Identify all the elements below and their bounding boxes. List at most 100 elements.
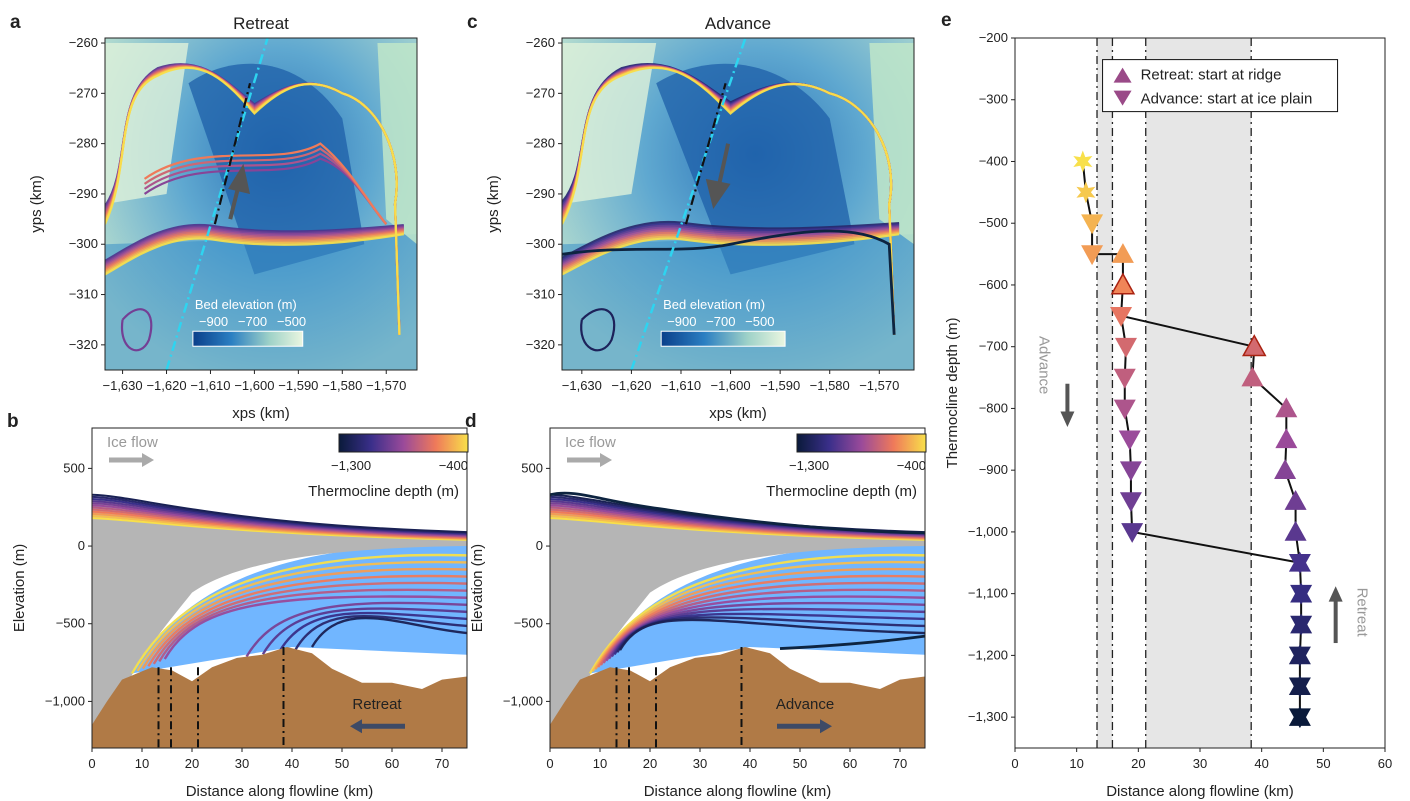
- advance-annotation: Advance: [1036, 336, 1053, 394]
- streamline: [618, 618, 926, 651]
- advance-point: [1110, 307, 1133, 327]
- streamline: [261, 607, 468, 655]
- advance-point: [1288, 646, 1311, 667]
- panel-d: 0 10 20 30 40 50 60 70 500 0 −500 −1,000 Distance al…: [465, 411, 927, 800]
- y-tick-label: −1,300: [968, 709, 1008, 724]
- x-tick-label: −1,630: [103, 378, 143, 393]
- x-tick-label: −1,580: [810, 378, 850, 393]
- bed-west-high: [562, 43, 657, 204]
- advance-point: [1121, 523, 1144, 543]
- x-tick-label: 70: [435, 756, 449, 771]
- x-axis-label: Distance along flowline (km): [644, 783, 832, 800]
- y-tick-label: −320: [69, 337, 98, 352]
- x-tick-label: 0: [1011, 756, 1018, 771]
- x-tick-label: −1,620: [146, 378, 186, 393]
- x-axis-label: Distance along flowline (km): [1106, 783, 1294, 800]
- y-tick-label: −310: [69, 287, 98, 302]
- advance-point: [1290, 615, 1313, 636]
- y-tick-label: −200: [979, 30, 1008, 45]
- y-tick-label: −320: [526, 337, 555, 352]
- ice-flow-label: Ice flow: [107, 434, 158, 451]
- flowline-trace: [165, 37, 269, 371]
- shaded-band: [1097, 38, 1113, 748]
- bed-south-basin: [105, 234, 417, 370]
- retreat-point: [1284, 490, 1307, 510]
- x-tick-label: 20: [185, 756, 199, 771]
- colorbar-tick-label: −1,300: [789, 458, 829, 473]
- panel-e: Retreat: start at ridge Advance: start at…: [941, 10, 1392, 800]
- advance-point: [1113, 368, 1136, 389]
- y-tick-label: −800: [979, 400, 1008, 415]
- bed-topography: [92, 647, 467, 748]
- arrow-head: [228, 163, 251, 194]
- y-tick-label: −280: [69, 136, 98, 151]
- direction-label: Retreat: [352, 696, 402, 713]
- panel-b: 0 10 20 30 40 50 60 70 500 0 −500 −1,000 Distance al…: [7, 411, 469, 800]
- panel-label: a: [10, 12, 21, 33]
- colorbar-tick-label: −500: [745, 314, 774, 329]
- y-axis-label: Thermocline depth (m): [944, 318, 961, 469]
- legend-label: Retreat: start at ridge: [1141, 67, 1282, 84]
- streamline: [158, 588, 468, 663]
- streamline: [278, 611, 468, 653]
- legend-marker-advance: [1113, 90, 1132, 106]
- colorbar-tick-label: −1,300: [331, 458, 371, 473]
- flowline-black-segment: [684, 82, 727, 225]
- y-tick-label: −600: [979, 277, 1008, 292]
- direction-arrow-head: [350, 719, 362, 734]
- ice-flow-arrow-head: [142, 453, 154, 467]
- grounding-line-contours: [562, 63, 900, 352]
- flow-direction-arrow: [228, 163, 251, 220]
- x-tick-label: −1,610: [190, 378, 230, 393]
- ice-flow-arrow-head: [600, 453, 612, 467]
- contour-island: [580, 308, 616, 352]
- panel-title: Advance: [705, 14, 771, 33]
- jump-line-retreat: [1131, 530, 1301, 564]
- contour-line: [105, 66, 404, 335]
- advance-point: [1081, 245, 1104, 266]
- x-tick-label: 20: [643, 756, 657, 771]
- advance-point: [1113, 399, 1136, 420]
- y-axis-label: Elevation (m): [469, 544, 486, 632]
- trajectory-advance-upper: [1081, 161, 1094, 255]
- advance-point: [1118, 430, 1141, 451]
- y-tick-label: −400: [979, 153, 1008, 168]
- colorbar-bar: [338, 433, 469, 453]
- surface-line: [91, 493, 468, 534]
- flow-direction-arrow: [705, 143, 731, 210]
- x-tick-label: 20: [1131, 756, 1145, 771]
- colorbar-bar: [192, 330, 304, 347]
- colorbar-bar: [796, 433, 927, 453]
- y-axis-label: Elevation (m): [11, 544, 28, 632]
- panel-a: Bed elevation (m) −900 −700 −500 −1,630 −1,62…: [10, 12, 418, 422]
- streamline: [130, 553, 468, 675]
- retreat-arrow-head: [1328, 586, 1343, 602]
- advance-point: [1288, 708, 1311, 729]
- streamline: [310, 616, 468, 648]
- y-axis-label: yps (km): [28, 175, 45, 233]
- contour-island: [120, 308, 153, 352]
- profile-body: [91, 428, 468, 748]
- x-tick-label: −1,630: [562, 378, 602, 393]
- y-tick-label: −290: [69, 186, 98, 201]
- streamline: [136, 560, 468, 672]
- axes-frame: [561, 37, 915, 371]
- legend-marker-retreat: [1113, 67, 1132, 83]
- y-tick-label: −310: [526, 287, 555, 302]
- x-tick-label: −1,580: [322, 378, 362, 393]
- x-tick-label: −1,570: [366, 378, 406, 393]
- jump-line-advance: [1120, 314, 1255, 348]
- y-tick-label: 0: [536, 538, 543, 553]
- arrow-shaft: [716, 143, 731, 190]
- colorbar-bar: [660, 330, 786, 347]
- profile-body: [549, 428, 926, 748]
- colorbar-tick-label: −900: [667, 314, 696, 329]
- colorbar-tick-label: −500: [277, 314, 306, 329]
- advance-point: [1288, 677, 1311, 698]
- ice-body: [550, 497, 925, 725]
- y-tick-label: −270: [526, 85, 555, 100]
- flowline-black-segment: [213, 83, 252, 225]
- panel-label: d: [465, 411, 477, 432]
- bed-map: [562, 38, 914, 370]
